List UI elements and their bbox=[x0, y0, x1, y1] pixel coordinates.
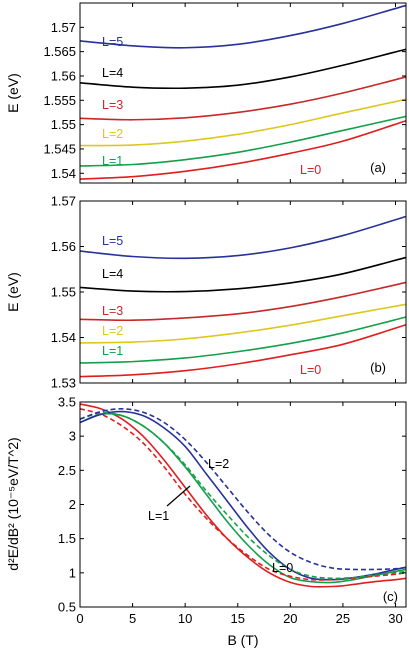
panel-c-xlabel: B (T) bbox=[227, 632, 258, 648]
x-tick-label: 25 bbox=[336, 611, 350, 626]
panel-a-frame bbox=[79, 2, 407, 184]
panel-b-series-L3 bbox=[79, 281, 407, 322]
panel-c-series-L0-dashed bbox=[79, 408, 407, 581]
y-tick-label: 0.5 bbox=[58, 600, 76, 615]
panel-c-frame bbox=[79, 401, 407, 608]
panel-b-series-L0 bbox=[79, 323, 407, 378]
y-tick-label: 1.55 bbox=[51, 117, 76, 132]
panel-c-series-L2 bbox=[79, 410, 407, 581]
y-tick-label: 2.5 bbox=[58, 463, 76, 478]
x-tick-label: 0 bbox=[76, 611, 83, 626]
panel-b-annotation-L2: L=2 bbox=[102, 324, 123, 338]
y-tick-label: 1 bbox=[69, 565, 76, 580]
y-tick-label: 1.545 bbox=[43, 141, 76, 156]
panel-a-series-L0 bbox=[79, 119, 407, 180]
panel-a-annotation-L5: L=5 bbox=[102, 35, 123, 49]
panel-c: 0.5 1 1.5 2 2.5 3 3.5 0 5 10 15 20 25 30 d²E/dB² (10… bbox=[5, 395, 407, 648]
panel-c-annotation-L2: L=2 bbox=[208, 457, 229, 471]
panel-b-label: (b) bbox=[370, 360, 386, 375]
y-tick-label: 1.55 bbox=[51, 285, 76, 300]
panel-a-annotation-L0: L=0 bbox=[300, 163, 321, 177]
panel-b-annotation-L1: L=1 bbox=[102, 344, 123, 358]
panel-b-series-L4 bbox=[79, 256, 407, 293]
y-tick-label: 3 bbox=[69, 429, 76, 444]
panel-a: 1.54 1.545 1.55 1.555 1.56 1.565 1.57 E (eV) (… bbox=[5, 2, 407, 184]
panel-b: 1.531.541.551.561.57 E (eV) (b) L=5 L=4 … bbox=[5, 194, 407, 391]
y-tick-label: 1.5 bbox=[58, 531, 76, 546]
panel-b-series-L2 bbox=[79, 303, 407, 344]
panel-b-series-L1 bbox=[79, 316, 407, 364]
panel-c-label: (c) bbox=[383, 589, 398, 604]
panel-b-frame bbox=[79, 200, 407, 384]
panel-c-annotation-L0: L=0 bbox=[272, 561, 293, 575]
panel-a-series-L3 bbox=[79, 76, 407, 121]
x-tick-label: 20 bbox=[283, 611, 297, 626]
panel-a-label: (a) bbox=[370, 160, 386, 175]
panel-c-ylabel: d²E/dB² (10⁻⁵eV/T^2) bbox=[5, 437, 21, 570]
panel-c-series-L2-dashed bbox=[79, 408, 407, 571]
panel-c-annotation-L1: L=1 bbox=[148, 509, 169, 523]
panel-a-series-L4 bbox=[79, 48, 407, 90]
y-tick-label: 1.56 bbox=[51, 239, 76, 254]
y-tick-label: 1.56 bbox=[51, 68, 76, 83]
panel-a-annotation-L1: L=1 bbox=[102, 154, 123, 168]
panel-b-annotation-L3: L=3 bbox=[102, 304, 123, 318]
y-tick-label: 1.54 bbox=[51, 166, 76, 181]
panel-c-series-L0 bbox=[79, 403, 407, 588]
panel-b-annotation-L0: L=0 bbox=[300, 363, 321, 377]
panel-a-series-L1 bbox=[79, 115, 407, 167]
panel-c-series-L1 bbox=[79, 412, 407, 584]
x-tick-label: 15 bbox=[231, 611, 245, 626]
y-tick-label: 1.54 bbox=[51, 330, 76, 345]
y-tick-label: 1.57 bbox=[51, 194, 76, 209]
panel-a-annotation-L2: L=2 bbox=[102, 127, 123, 141]
x-tick-label: 5 bbox=[129, 611, 136, 626]
x-tick-label: 30 bbox=[388, 611, 402, 626]
panel-b-annotation-L4: L=4 bbox=[102, 267, 123, 281]
panel-c-series-L1-dashed bbox=[79, 411, 407, 580]
panel-b-annotation-L5: L=5 bbox=[102, 234, 123, 248]
panel-b-series-L5 bbox=[79, 215, 407, 260]
panel-a-series-L2 bbox=[79, 98, 407, 147]
y-tick-label: 3.5 bbox=[58, 395, 76, 410]
panel-a-annotation-L3: L=3 bbox=[102, 98, 123, 112]
panel-a-series-L5 bbox=[79, 4, 407, 49]
panel-a-annotation-L4: L=4 bbox=[102, 66, 123, 80]
panel-a-ylabel: E (eV) bbox=[5, 73, 21, 113]
panel-c-L1-pointer bbox=[166, 485, 191, 507]
panel-b-ylabel: E (eV) bbox=[5, 272, 21, 312]
y-tick-label: 1.555 bbox=[43, 93, 76, 108]
x-tick-label: 10 bbox=[178, 611, 192, 626]
y-tick-label: 1.565 bbox=[43, 44, 76, 59]
y-tick-label: 1.53 bbox=[51, 376, 76, 391]
y-tick-label: 1.57 bbox=[51, 20, 76, 35]
y-tick-label: 2 bbox=[69, 497, 76, 512]
